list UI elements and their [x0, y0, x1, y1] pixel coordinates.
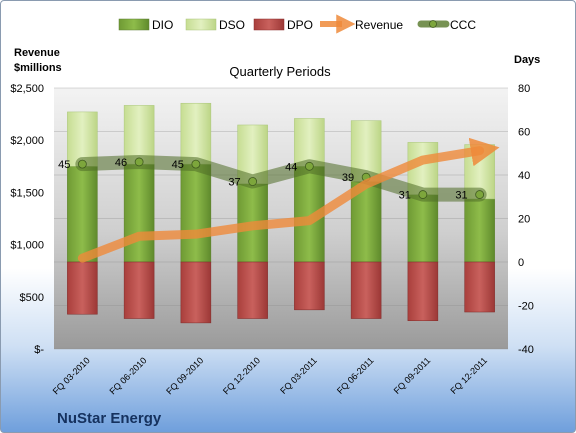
ccc-point: [475, 190, 485, 199]
left-axis-title-line1: Revenue: [14, 47, 60, 59]
legend-label-dio: DIO: [152, 18, 173, 32]
bar-dio: [67, 166, 98, 263]
left-axis-title-line2: $millions: [14, 62, 62, 74]
left-tick-label: $1,500: [10, 187, 44, 199]
bar-dio: [123, 163, 155, 263]
bar-dpo: [237, 261, 268, 319]
company-name: NuStar Energy: [57, 410, 162, 427]
legend-swatch-dso: [185, 18, 217, 31]
legend-item-dso: DSO: [185, 18, 245, 32]
left-axis-ticks: $- $500 $1,000 $1,500 $2,000 $2,500: [10, 83, 44, 356]
right-tick-label: 80: [518, 83, 530, 95]
legend-label-ccc: CCC: [450, 18, 476, 32]
x-axis-labels: FQ 03-2010 FQ 06-2010 FQ 09-2010 FQ 12-2010…: [51, 355, 489, 396]
ccc-point: [77, 159, 87, 169]
right-tick-label: 20: [518, 214, 530, 226]
bar-dio: [180, 163, 212, 263]
bar-dpo: [464, 261, 495, 313]
ccc-data-label: 31: [455, 190, 467, 202]
legend-marker-ccc: [429, 20, 437, 28]
right-tick-label: 40: [518, 170, 530, 182]
legend-label-dpo: DPO: [287, 18, 313, 32]
legend-label-dso: DSO: [219, 18, 245, 32]
ccc-point: [191, 159, 201, 169]
bar-dpo: [67, 261, 98, 315]
x-tick-label: FQ 03-2011: [278, 355, 319, 396]
left-tick-label: $-: [34, 344, 44, 356]
chart-title: Quarterly Periods: [229, 64, 331, 79]
bar-dso: [180, 102, 212, 165]
bar-dpo: [407, 261, 439, 321]
x-tick-label: FQ 06-2010: [108, 355, 149, 396]
ccc-line: [75, 154, 487, 202]
x-tick-label: FQ 03-2010: [51, 355, 92, 396]
ccc-series: 45 46 45 37 44 39 31 31: [58, 154, 487, 202]
legend-swatch-dio: [118, 18, 150, 31]
legend-label-revenue: Revenue: [355, 18, 403, 32]
bar-dso: [294, 118, 325, 167]
revenue-line: [77, 137, 500, 263]
left-tick-label: $2,500: [10, 83, 44, 95]
ccc-data-label: 45: [172, 159, 184, 171]
bar-dpo: [180, 261, 212, 324]
ccc-point: [418, 190, 428, 199]
bar-dpo: [294, 261, 325, 311]
bar-dpo: [350, 261, 382, 319]
x-tick-label: FQ 09-2010: [164, 355, 205, 396]
legend-item-revenue: Revenue: [320, 14, 403, 34]
x-tick-label: FQ 06-2011: [335, 355, 376, 396]
x-tick-label: FQ 12-2011: [448, 355, 489, 396]
x-tick-label: FQ 09-2011: [392, 355, 433, 396]
right-tick-label: 60: [518, 127, 530, 139]
ccc-data-label: 46: [115, 157, 127, 169]
legend: DIO DSO DPO Revenue CCC: [118, 14, 476, 34]
left-tick-label: $1,000: [10, 240, 44, 252]
bar-dio: [464, 198, 495, 263]
ccc-point: [304, 161, 314, 171]
ccc-data-label: 37: [228, 177, 240, 189]
ccc-point: [134, 157, 144, 167]
legend-item-ccc: CCC: [417, 18, 476, 32]
revenue-series: [77, 137, 500, 263]
right-axis-ticks: -40 -20 0 20 40 60 80: [518, 83, 534, 356]
bar-dio: [407, 194, 439, 263]
left-tick-label: $2,000: [10, 135, 44, 147]
x-tick-label: FQ 12-2010: [221, 355, 262, 396]
ccc-data-label: 39: [342, 172, 354, 184]
ccc-data-label: 31: [399, 190, 411, 202]
ccc-data-label: 44: [285, 161, 297, 173]
right-axis-title: Days: [514, 54, 540, 66]
ccc-data-label: 45: [58, 159, 70, 171]
ccc-point: [248, 177, 258, 186]
right-tick-label: -40: [518, 344, 534, 356]
legend-item-dio: DIO: [118, 18, 173, 32]
legend-item-dpo: DPO: [253, 18, 313, 32]
left-tick-label: $500: [20, 292, 44, 304]
legend-swatch-dpo: [253, 18, 285, 31]
right-tick-label: -20: [518, 301, 534, 313]
bar-dpo: [123, 261, 155, 319]
right-tick-label: 0: [518, 257, 524, 269]
